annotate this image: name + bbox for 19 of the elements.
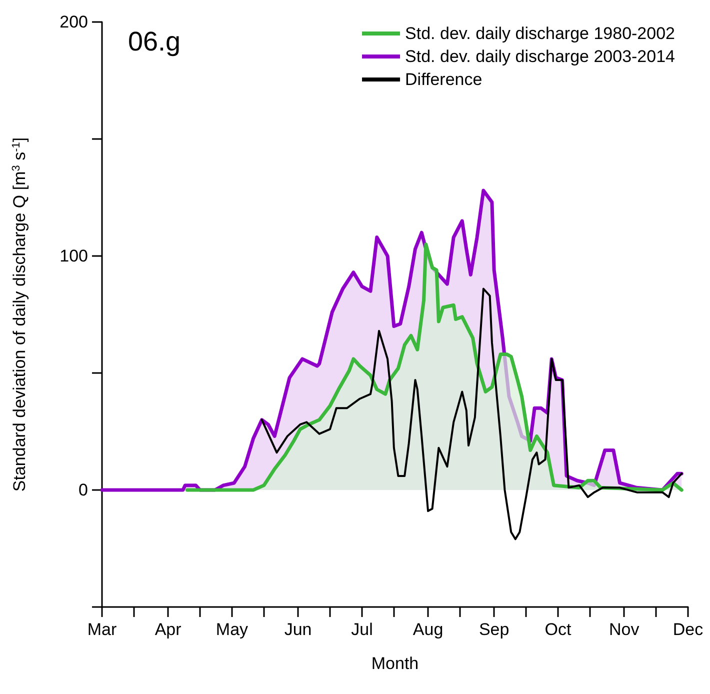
y-axis-title: Standard deviation of daily discharge Q [m3 s-1] xyxy=(10,137,29,492)
x-tick-label: Nov xyxy=(608,620,640,639)
x-axis-title: Month xyxy=(371,654,419,673)
x-tick-label: Jul xyxy=(351,620,373,639)
x-tick-label: Jun xyxy=(284,620,312,639)
x-tick-label: Mar xyxy=(87,620,117,639)
x-tick-label: Oct xyxy=(544,620,572,639)
legend-label: Std. dev. daily discharge 2003-2014 xyxy=(405,47,676,66)
legend-label: Std. dev. daily discharge 1980-2002 xyxy=(405,24,676,43)
legend-label: Difference xyxy=(405,70,482,89)
y-tick-label: 100 xyxy=(60,246,88,266)
y-tick-label: 0 xyxy=(78,480,88,500)
x-tick-label: May xyxy=(216,620,249,639)
x-tick-label: Sep xyxy=(478,620,510,639)
x-tick-label: Dec xyxy=(672,620,704,639)
x-tick-label: Apr xyxy=(154,620,182,639)
y-tick-label: 200 xyxy=(60,12,88,32)
annotation: 06.g xyxy=(128,26,181,56)
x-tick-label: Aug xyxy=(412,620,444,639)
